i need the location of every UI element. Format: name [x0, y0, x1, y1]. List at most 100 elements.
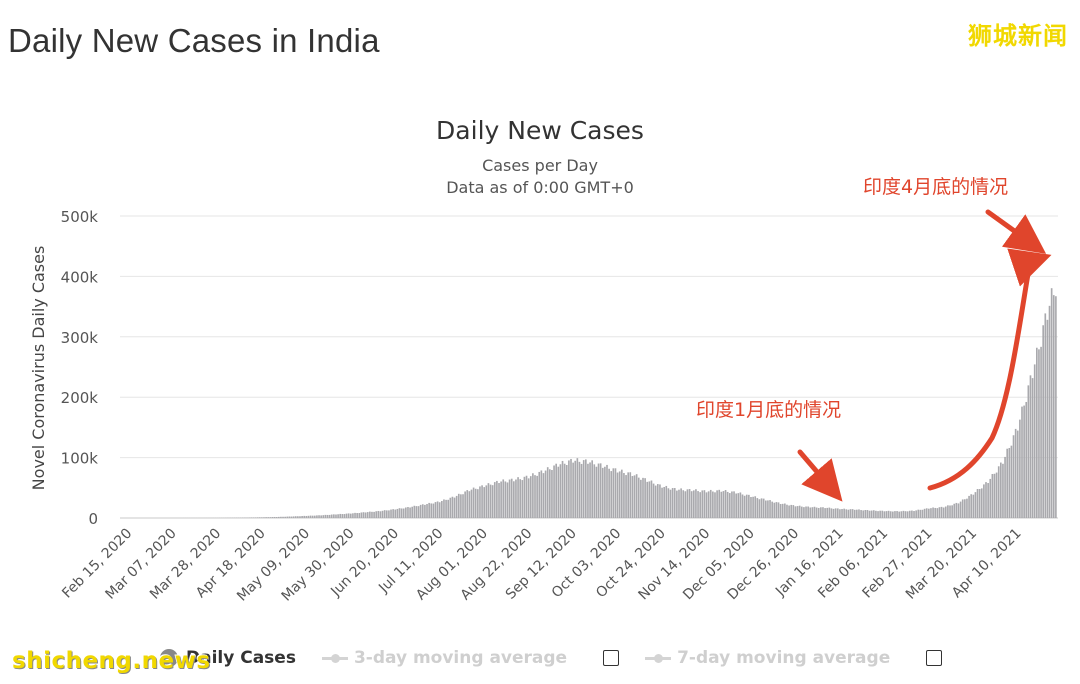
daily-case-bar: [263, 517, 265, 518]
daily-case-bar: [987, 483, 989, 518]
daily-case-bar: [1010, 445, 1013, 518]
y-tick-label: 400k: [61, 268, 99, 286]
daily-case-bar: [1000, 462, 1002, 518]
daily-case-bar: [902, 510, 905, 518]
daily-case-bar: [555, 463, 557, 518]
daily-case-bar: [978, 489, 981, 518]
daily-case-bar: [737, 493, 740, 518]
daily-case-bar: [250, 517, 253, 518]
daily-case-bar: [887, 510, 890, 518]
page-title: Daily New Cases in India: [8, 22, 380, 59]
chart-title: Daily New Cases: [436, 116, 644, 145]
daily-case-bar: [428, 502, 430, 518]
daily-case-bar: [568, 460, 570, 518]
daily-case-bar: [576, 458, 579, 518]
daily-case-bar: [650, 480, 653, 518]
daily-case-bar: [1025, 401, 1028, 518]
legend-label-3day: 3-day moving average: [353, 648, 568, 668]
daily-case-bar: [722, 491, 725, 518]
daily-case-bar: [443, 499, 445, 518]
chart-legend: Daily Cases 3-day moving average 7-day m…: [160, 646, 968, 670]
daily-case-bar: [836, 508, 839, 518]
daily-case-bar: [417, 506, 420, 518]
daily-case-bar: [339, 513, 342, 518]
daily-case-bar: [724, 490, 727, 518]
daily-case-bar: [892, 511, 894, 518]
daily-case-bar: [627, 472, 629, 518]
daily-case-bar: [739, 492, 742, 518]
daily-case-bar: [1016, 430, 1019, 518]
daily-case-bar: [330, 514, 333, 518]
daily-case-bar: [565, 465, 568, 518]
daily-case-bar: [756, 498, 759, 518]
daily-case-bar: [405, 507, 407, 518]
daily-case-bar: [582, 460, 585, 518]
daily-case-bar: [591, 460, 593, 518]
daily-case-bar: [438, 502, 441, 518]
daily-case-bar: [1002, 463, 1004, 518]
daily-case-bar: [919, 509, 922, 518]
daily-case-bar: [1006, 448, 1009, 518]
legend-7day-checkbox[interactable]: [926, 650, 943, 666]
daily-case-bar: [1046, 319, 1049, 518]
daily-case-bar: [826, 507, 829, 518]
daily-case-bar: [667, 488, 670, 518]
daily-case-bar: [718, 489, 721, 518]
arrow-to-april-peak: [985, 209, 1047, 254]
daily-case-bar: [915, 510, 917, 518]
daily-case-bar: [269, 517, 272, 518]
daily-case-bar: [917, 509, 920, 518]
daily-case-bar: [805, 506, 807, 518]
daily-case-bar: [817, 507, 820, 518]
daily-case-bar: [261, 517, 263, 518]
daily-case-bar: [388, 510, 390, 518]
daily-case-bar: [309, 515, 312, 518]
legend-7day-average[interactable]: 7-day moving average: [645, 648, 943, 668]
daily-case-bar: [665, 485, 668, 518]
annotation-late-april: 印度4月底的情况: [863, 176, 1008, 198]
daily-case-bar: [341, 514, 344, 518]
y-tick-label: 500k: [61, 208, 99, 226]
daily-case-bar: [375, 511, 378, 518]
daily-case-bar: [754, 496, 757, 518]
daily-case-bar: [301, 516, 303, 518]
daily-case-bar: [695, 489, 697, 518]
daily-case-bar: [811, 507, 814, 518]
y-tick-label: 300k: [61, 329, 99, 347]
daily-case-bar: [623, 473, 625, 518]
daily-case-bar: [881, 510, 884, 518]
daily-case-bar: [477, 489, 479, 518]
daily-case-bar: [546, 467, 549, 518]
daily-case-bar: [589, 462, 591, 518]
daily-case-bar: [481, 485, 483, 518]
daily-case-bar: [906, 511, 909, 518]
daily-case-bar: [790, 504, 793, 518]
daily-case-bar: [366, 512, 369, 518]
legend-daily-cases[interactable]: Daily Cases: [160, 648, 296, 668]
daily-case-bar: [349, 513, 352, 518]
daily-case-bar: [682, 490, 685, 518]
daily-case-bar: [271, 517, 274, 518]
daily-case-bar: [544, 470, 547, 518]
daily-case-bar: [690, 491, 693, 518]
daily-case-bar: [328, 514, 331, 518]
daily-case-bar: [491, 485, 494, 518]
daily-case-bar: [534, 475, 536, 518]
daily-case-bar: [1021, 406, 1023, 518]
daily-case-bar: [652, 483, 655, 518]
daily-case-bar: [798, 505, 801, 518]
daily-case-bar: [921, 509, 924, 518]
daily-case-bar: [542, 473, 545, 518]
daily-case-bar: [559, 464, 562, 518]
daily-case-bar: [364, 512, 367, 518]
daily-case-bar: [728, 493, 731, 518]
daily-case-bar: [794, 506, 797, 518]
legend-3day-checkbox[interactable]: [603, 650, 620, 666]
daily-case-bar: [574, 460, 577, 518]
daily-case-bar: [930, 508, 932, 518]
daily-case-bar: [764, 500, 767, 518]
daily-case-bar: [925, 508, 928, 518]
legend-3day-average[interactable]: 3-day moving average: [321, 648, 620, 668]
daily-case-bar: [436, 501, 439, 518]
daily-case-bar: [1044, 313, 1047, 518]
